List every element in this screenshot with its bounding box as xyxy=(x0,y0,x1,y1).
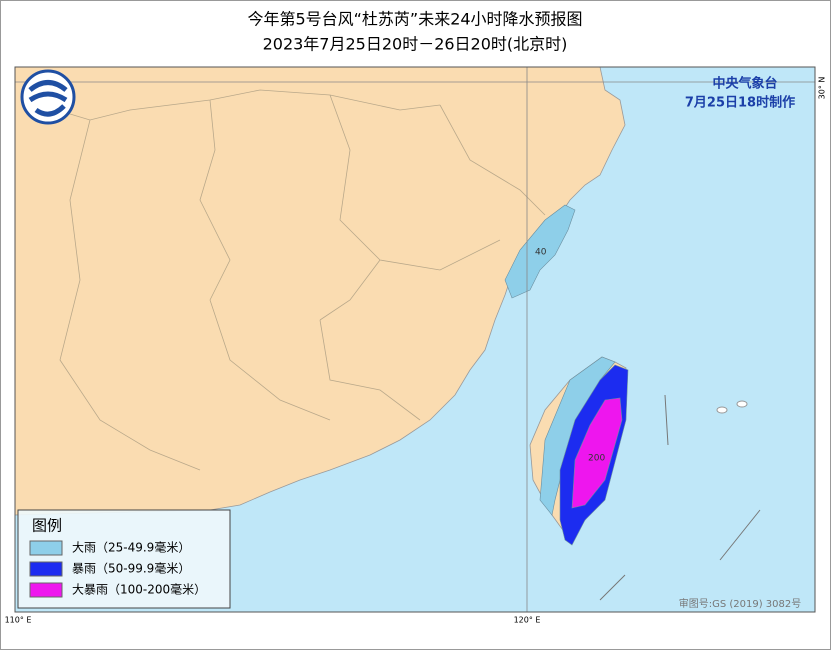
legend-swatch xyxy=(29,540,63,556)
contour-label: 200 xyxy=(588,454,605,464)
legend-label: 大暴雨（100-200毫米） xyxy=(72,582,206,597)
issuer-time: 7月25日18时制作 xyxy=(685,95,795,111)
lat-label: 30° N xyxy=(818,77,827,100)
contour-label: 40 xyxy=(535,248,547,258)
logo xyxy=(20,69,76,125)
province-borders xyxy=(39,89,546,471)
legend-title: 图例 xyxy=(32,517,62,535)
subtitle: 2023年7月25日20时－26日20时(北京时) xyxy=(263,35,568,54)
legend: 图例 大雨（25-49.9毫米） 暴雨（50-99.9毫米） 大暴雨（100-200… xyxy=(17,509,231,609)
island xyxy=(736,400,748,408)
island xyxy=(716,406,728,414)
lon-label: 120° E xyxy=(514,616,541,625)
title: 今年第5号台风“杜苏芮”未来24小时降水预报图 xyxy=(247,10,582,29)
rain-band-heavy-rainstorm xyxy=(571,397,623,509)
mainland xyxy=(14,66,626,516)
boundary-lines xyxy=(599,394,761,601)
issuer-name: 中央气象台 xyxy=(712,76,777,92)
legend-swatch xyxy=(29,561,63,577)
map-frame xyxy=(14,66,816,613)
legend-label: 暴雨（50-99.9毫米） xyxy=(72,561,190,576)
approval-number: 审图号:GS (2019) 3082号 xyxy=(679,597,802,610)
rain-area-heavy xyxy=(504,204,576,299)
lon-label: 110° E xyxy=(5,616,32,625)
legend-label: 大雨（25-49.9毫米） xyxy=(72,540,190,555)
legend-swatch xyxy=(29,582,63,598)
